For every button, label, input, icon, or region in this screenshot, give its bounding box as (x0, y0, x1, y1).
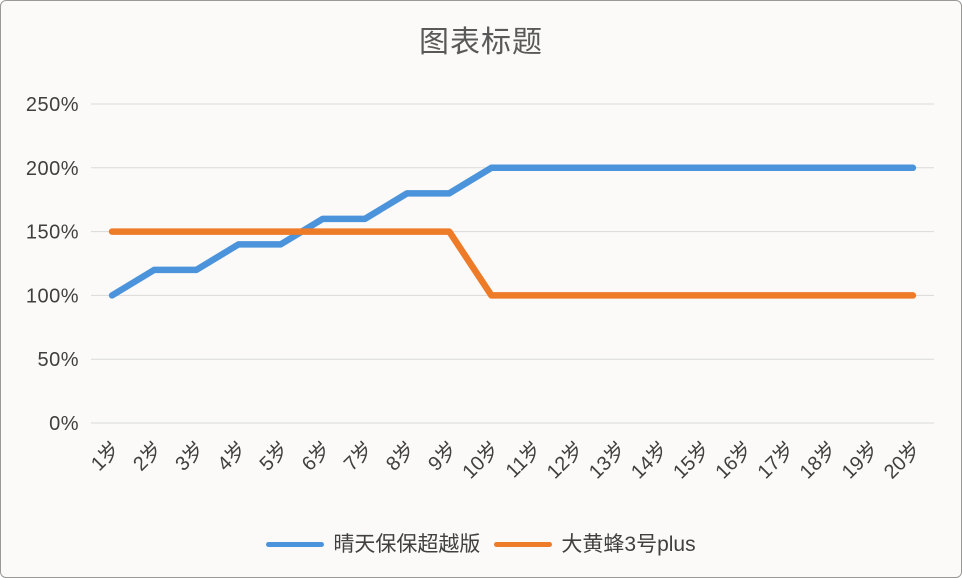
chart-legend: 晴天保保超越版 大黄蜂3号plus (1, 534, 961, 555)
x-axis-tick-label: 4岁 (213, 437, 251, 475)
x-axis-tick-label: 1岁 (86, 437, 124, 475)
y-axis-tick-label: 50% (37, 349, 79, 371)
x-axis-tick-label: 14岁 (626, 437, 672, 483)
legend-item-series-0: 晴天保保超越版 (266, 534, 480, 555)
x-axis-tick-label: 15岁 (669, 437, 715, 483)
x-axis-tick-label: 8岁 (381, 437, 419, 475)
series-line-0 (108, 164, 917, 299)
series-0-label: 晴天保保超越版 (333, 533, 481, 556)
x-axis-tick-label: 18岁 (795, 437, 841, 483)
chart-title: 图表标题 (419, 26, 543, 59)
y-axis-tick-label: 100% (26, 285, 79, 307)
x-axis-tick-label: 9岁 (424, 437, 462, 475)
x-axis-tick-label: 7岁 (339, 437, 377, 475)
x-axis-tick-label: 2岁 (128, 437, 166, 475)
x-axis-tick-label: 10岁 (458, 437, 504, 483)
y-axis-tick-label: 200% (26, 158, 79, 180)
legend-item-series-1: 大黄蜂3号plus (494, 533, 696, 556)
x-axis-tick-label: 20岁 (879, 437, 925, 483)
series-0-line-swatch (266, 542, 325, 547)
x-axis-tick-label: 3岁 (171, 437, 209, 475)
y-axis-tick-label: 250% (26, 94, 79, 116)
x-axis-tick-label: 17岁 (753, 437, 799, 483)
x-axis-tick-label: 6岁 (297, 437, 335, 475)
y-axis-tick-label: 150% (26, 222, 79, 244)
x-axis-tick-label: 16岁 (711, 437, 757, 483)
x-axis-tick-label: 12岁 (542, 437, 588, 483)
x-axis-tick-label: 19岁 (837, 437, 883, 483)
x-axis-tick-label: 5岁 (255, 437, 293, 475)
series-1-label: 大黄蜂3号plus (561, 533, 696, 556)
x-axis-tick-label: 11岁 (501, 437, 546, 482)
series-1-line-swatch (494, 542, 553, 547)
series-line-1 (108, 228, 917, 299)
x-axis-tick-label: 13岁 (584, 437, 630, 483)
y-axis-tick-label: 0% (49, 413, 79, 435)
